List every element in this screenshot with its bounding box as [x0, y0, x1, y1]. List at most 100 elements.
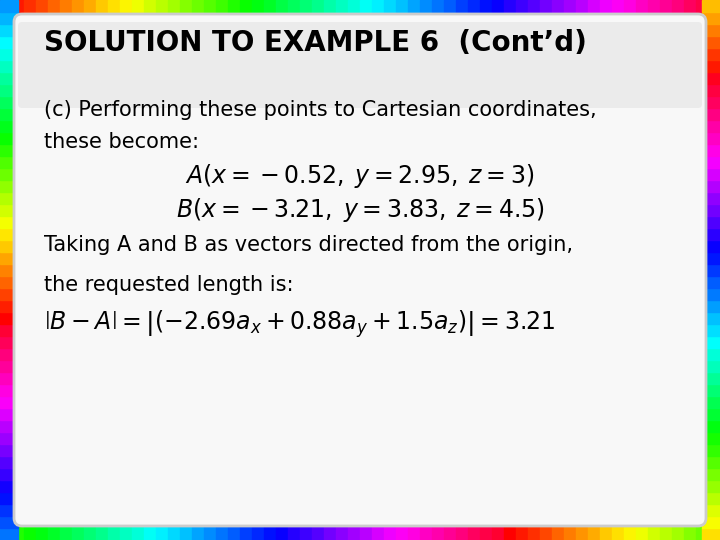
- Bar: [564, 522, 576, 540]
- Bar: [0, 180, 18, 192]
- Bar: [120, 0, 132, 18]
- Bar: [702, 228, 720, 240]
- Bar: [468, 522, 480, 540]
- Bar: [468, 0, 480, 18]
- Bar: [702, 396, 720, 408]
- Bar: [0, 216, 18, 228]
- Bar: [702, 336, 720, 348]
- Bar: [480, 0, 492, 18]
- Bar: [0, 120, 18, 132]
- Bar: [600, 0, 612, 18]
- Bar: [702, 468, 720, 480]
- Bar: [0, 528, 18, 540]
- Text: these become:: these become:: [44, 132, 199, 152]
- Bar: [0, 276, 18, 288]
- Bar: [504, 522, 516, 540]
- Bar: [96, 0, 108, 18]
- Bar: [144, 522, 156, 540]
- Bar: [192, 0, 204, 18]
- Bar: [156, 522, 168, 540]
- Bar: [0, 522, 12, 540]
- Bar: [702, 84, 720, 96]
- Bar: [702, 312, 720, 324]
- Bar: [72, 0, 84, 18]
- Bar: [0, 288, 18, 300]
- Bar: [588, 522, 600, 540]
- Bar: [0, 516, 18, 528]
- Bar: [0, 132, 18, 144]
- Bar: [0, 336, 18, 348]
- Text: $B\left(x = -3.21,\; y = 3.83,\; z = 4.5\right)$: $B\left(x = -3.21,\; y = 3.83,\; z = 4.5…: [176, 196, 544, 224]
- Bar: [702, 408, 720, 420]
- Bar: [552, 522, 564, 540]
- Bar: [0, 240, 18, 252]
- Bar: [240, 522, 252, 540]
- Bar: [702, 168, 720, 180]
- Bar: [0, 432, 18, 444]
- Text: $A\left(x = -0.52,\; y = 2.95,\; z = 3\right)$: $A\left(x = -0.52,\; y = 2.95,\; z = 3\r…: [185, 162, 535, 190]
- Bar: [702, 180, 720, 192]
- Bar: [0, 60, 18, 72]
- Bar: [240, 0, 252, 18]
- Bar: [0, 24, 18, 36]
- Bar: [264, 0, 276, 18]
- Bar: [0, 36, 18, 48]
- FancyBboxPatch shape: [14, 14, 706, 526]
- Bar: [702, 384, 720, 396]
- Bar: [0, 444, 18, 456]
- Bar: [672, 522, 684, 540]
- Bar: [408, 0, 420, 18]
- Bar: [702, 480, 720, 492]
- Bar: [648, 522, 660, 540]
- Bar: [408, 522, 420, 540]
- Bar: [564, 0, 576, 18]
- Bar: [372, 0, 384, 18]
- Bar: [528, 0, 540, 18]
- Bar: [276, 0, 288, 18]
- Bar: [228, 0, 240, 18]
- Bar: [702, 492, 720, 504]
- Bar: [264, 522, 276, 540]
- Bar: [24, 522, 36, 540]
- Bar: [702, 324, 720, 336]
- Bar: [0, 168, 18, 180]
- Bar: [636, 0, 648, 18]
- Bar: [0, 96, 18, 108]
- Bar: [516, 0, 528, 18]
- Bar: [696, 0, 708, 18]
- Bar: [660, 522, 672, 540]
- Bar: [702, 360, 720, 372]
- Bar: [384, 522, 396, 540]
- Bar: [288, 522, 300, 540]
- Bar: [702, 72, 720, 84]
- Bar: [684, 522, 696, 540]
- Bar: [0, 108, 18, 120]
- Bar: [108, 522, 120, 540]
- Bar: [684, 0, 696, 18]
- Bar: [300, 0, 312, 18]
- Bar: [132, 0, 144, 18]
- Bar: [204, 0, 216, 18]
- Bar: [12, 522, 24, 540]
- Bar: [24, 0, 36, 18]
- Bar: [702, 252, 720, 264]
- Bar: [72, 522, 84, 540]
- Bar: [180, 0, 192, 18]
- Bar: [396, 0, 408, 18]
- Bar: [0, 360, 18, 372]
- Bar: [12, 0, 24, 18]
- Bar: [96, 522, 108, 540]
- Bar: [0, 0, 12, 18]
- Bar: [702, 36, 720, 48]
- Bar: [492, 0, 504, 18]
- Bar: [288, 0, 300, 18]
- Bar: [702, 132, 720, 144]
- Bar: [552, 0, 564, 18]
- Bar: [0, 48, 18, 60]
- Bar: [0, 480, 18, 492]
- Text: $\left|B - A\right| = \left|\left(-2.69a_x + 0.88a_y + 1.5a_z\right)\right| = 3.: $\left|B - A\right| = \left|\left(-2.69a…: [44, 308, 555, 340]
- Bar: [60, 522, 72, 540]
- Bar: [228, 522, 240, 540]
- Bar: [0, 468, 18, 480]
- Bar: [702, 348, 720, 360]
